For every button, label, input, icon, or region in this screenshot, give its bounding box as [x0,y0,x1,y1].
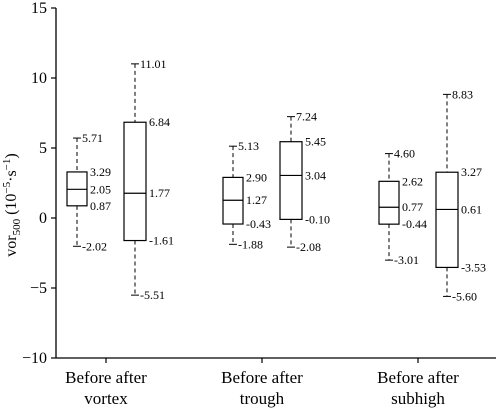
median-value-label: 1.77 [149,186,170,200]
min-value-label: -5.51 [140,288,165,302]
median-value-label: 0.77 [402,200,423,214]
x-category-label: vortex [84,389,128,408]
q1-value-label: -0.44 [402,217,427,231]
y-axis-title-unit: (10 [3,194,20,219]
q1-value-label: -3.53 [461,260,486,274]
median-value-label: 2.05 [90,182,111,196]
x-category-label: Before after [377,368,459,387]
y-tick-label: 10 [31,70,47,87]
box-iqr [435,171,459,269]
q3-value-label: 3.29 [90,165,111,179]
x-category-label: trough [240,389,285,408]
min-value-label: -1.88 [238,237,263,251]
q1-value-label: 0.87 [90,199,111,213]
box-iqr [378,180,400,225]
min-value-label: -5.60 [452,289,477,303]
y-axis-title-unit2: ·s [3,170,20,182]
min-value-label: -3.01 [394,253,419,267]
min-value-label: -2.08 [296,240,321,254]
median-value-label: 1.27 [246,193,267,207]
y-axis-title-close: ) [3,153,20,158]
y-tick-label: −5 [30,280,47,297]
y-axis-title: vor500 (10−5·s−1) [1,153,23,256]
max-value-label: 8.83 [452,87,473,101]
q1-value-label: -0.10 [305,212,330,226]
box-iqr [123,121,147,242]
y-tick-label: 0 [39,210,47,227]
max-value-label: 5.13 [238,139,259,153]
median-value-label: 3.04 [305,168,326,182]
q1-value-label: -0.43 [246,217,271,231]
y-tick-label: 15 [31,0,47,17]
q3-value-label: 3.27 [461,165,482,179]
x-category-label: subhigh [391,389,445,408]
svg-text:vor500 (10−5·s−1): vor500 (10−5·s−1) [1,153,23,256]
q3-value-label: 5.45 [305,135,326,149]
x-category-label: Before after [221,368,303,387]
min-value-label: -2.02 [82,239,107,253]
q3-value-label: 6.84 [149,115,170,129]
x-category-label: Before after [65,368,147,387]
box-iqr [279,141,303,220]
y-axis-title-main: vor [3,235,20,257]
max-value-label: 5.71 [82,131,103,145]
q3-value-label: 2.62 [402,174,423,188]
y-axis-title-exponent: −5 [1,181,13,193]
q3-value-label: 2.90 [246,170,267,184]
max-value-label: 4.60 [394,147,415,161]
y-axis-title-exponent2: −1 [1,159,13,171]
y-axis-title-subscript: 500 [11,218,23,235]
max-value-label: 11.01 [140,57,167,71]
y-tick-label: 5 [39,140,47,157]
q1-value-label: -1.61 [149,234,174,248]
median-value-label: 0.61 [461,202,482,216]
max-value-label: 7.24 [296,110,317,124]
y-tick-label: −10 [22,350,47,367]
